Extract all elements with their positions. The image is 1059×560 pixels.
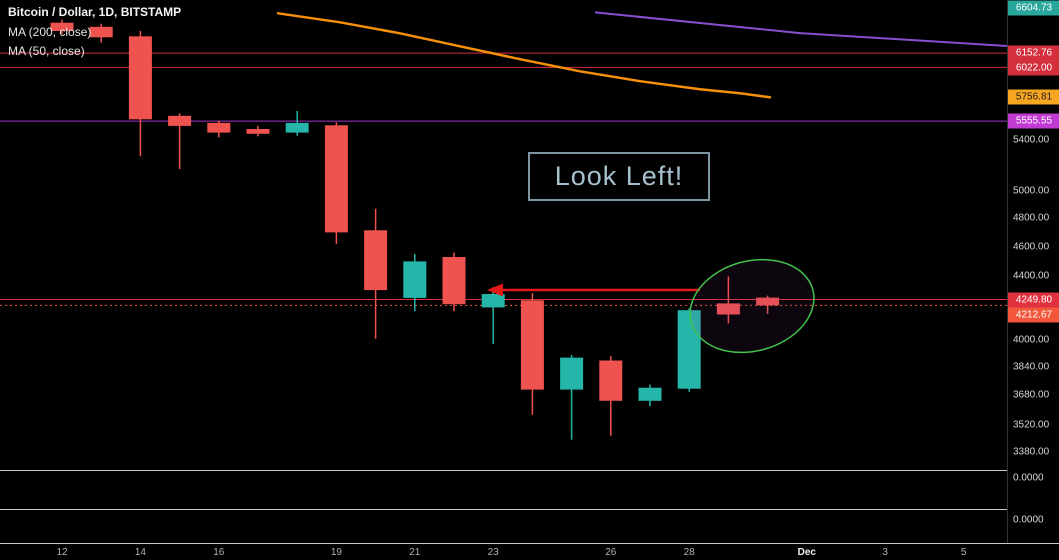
symbol-title[interactable]: Bitcoin / Dollar, 1D, BITSTAMP [8, 5, 182, 19]
time-tick-label[interactable]: 12 [56, 547, 68, 558]
time-tick-label[interactable]: 14 [134, 547, 146, 558]
time-tick-label[interactable]: 23 [487, 547, 499, 558]
time-tick-label[interactable]: 19 [330, 547, 342, 558]
price-tick-label: 0.0000 [1013, 514, 1044, 526]
candle-body [599, 360, 623, 401]
candle-body [285, 122, 309, 133]
price-tick-label: 3380.00 [1013, 446, 1050, 458]
price-badge[interactable]: 6022.00 [1008, 60, 1059, 76]
candlestick-chart[interactable] [0, 0, 1007, 543]
candle-body [560, 357, 584, 390]
price-badge[interactable]: 6604.73 [1008, 0, 1059, 16]
ellipse-annotation[interactable] [679, 246, 824, 366]
price-tick-label: 5000.00 [1013, 185, 1050, 197]
price-tick-label: 0.0000 [1013, 472, 1044, 484]
price-badge[interactable]: 4249.80 [1008, 292, 1059, 307]
ma200-line[interactable] [594, 11, 1007, 47]
price-tick-label: 5400.00 [1013, 134, 1050, 146]
candle-body [50, 22, 74, 31]
price-tick-label: 3520.00 [1013, 419, 1050, 431]
candle-body [324, 125, 348, 233]
price-badge[interactable]: 6152.76 [1008, 45, 1059, 61]
price-tick-label: 4600.00 [1013, 241, 1050, 253]
price-badge[interactable]: 4212.67 [1008, 307, 1059, 322]
ma50-line[interactable] [276, 12, 772, 99]
price-badge[interactable]: 5555.55 [1008, 113, 1059, 129]
candle-body [520, 300, 544, 390]
price-tick-label: 4800.00 [1013, 212, 1050, 224]
price-tick-label: 3840.00 [1013, 361, 1050, 373]
chart-legend: Bitcoin / Dollar, 1D, BITSTAMP MA (200, … [8, 5, 181, 63]
price-axis[interactable]: 5400.00 5000.00 4800.00 4600.00 4400.00 4000.… [1007, 0, 1059, 543]
time-tick-label[interactable]: 26 [605, 547, 617, 558]
candle-body [246, 129, 270, 134]
price-tick-label: 3680.00 [1013, 389, 1050, 401]
ma50-legend-label[interactable]: MA (50, close) [8, 44, 85, 58]
candle-body [716, 303, 740, 315]
time-tick-label[interactable]: Dec [797, 547, 816, 558]
candle-body [89, 26, 113, 38]
candle-body [128, 36, 152, 120]
candle-body [481, 294, 505, 308]
look-left-note[interactable]: Look Left! [528, 152, 710, 201]
time-axis[interactable]: 12 14 16 19 21 23 26 28 Dec 3 5 [0, 543, 1059, 560]
left-arrow-head[interactable] [487, 283, 503, 297]
time-tick-label[interactable]: 16 [213, 547, 225, 558]
candle-body [638, 387, 662, 401]
time-tick-label[interactable]: 28 [683, 547, 695, 558]
price-badge[interactable]: 5756.81 [1008, 89, 1059, 105]
candle-body [442, 257, 466, 305]
candle-body [168, 115, 192, 126]
candle-body [756, 297, 780, 306]
candle-body [364, 230, 388, 291]
price-tick-label: 4400.00 [1013, 270, 1050, 282]
time-tick-label[interactable]: 5 [960, 547, 967, 558]
time-tick-label[interactable]: 3 [882, 547, 888, 558]
candle-body [403, 261, 427, 298]
time-tick-label[interactable]: 21 [409, 547, 421, 558]
price-tick-label: 4000.00 [1013, 334, 1050, 346]
ma200-legend-label[interactable]: MA (200, close) [8, 25, 92, 39]
candle-body [207, 122, 231, 133]
